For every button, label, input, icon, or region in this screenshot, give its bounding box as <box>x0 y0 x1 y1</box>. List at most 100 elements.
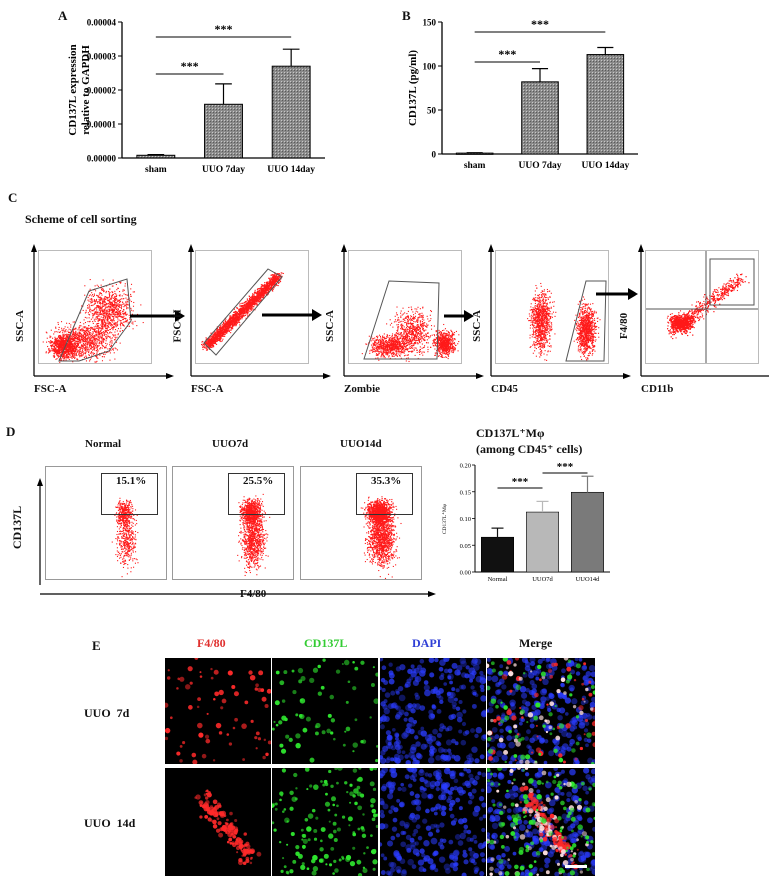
imaging-column-label: CD137L <box>304 636 348 650</box>
fluorescence-signal <box>194 789 262 866</box>
scatter-points <box>201 272 284 351</box>
bar <box>526 511 560 573</box>
y-tick-label: 0.05 <box>460 543 471 550</box>
bar <box>136 154 176 159</box>
gate <box>646 251 758 363</box>
imaging-cell <box>487 658 595 764</box>
significance-label: *** <box>557 461 574 473</box>
plot-axes <box>188 244 331 379</box>
facs-plot-normal: 15.1% <box>45 466 167 580</box>
x-tick-label: sham <box>145 165 167 175</box>
y-axis-label-line1: CD137L expression <box>67 44 79 135</box>
facs-y-label: CD137L <box>10 505 25 550</box>
bar <box>586 54 625 155</box>
bar <box>271 65 311 159</box>
bar <box>204 103 243 159</box>
flow-arrow <box>444 310 474 322</box>
chart-d: 0.00 0.05 0.10 0.15 0.20 CD137L⁺Mφ Normal UUO7d… <box>442 461 610 583</box>
y-tick-label: 0.20 <box>460 463 471 470</box>
x-tick-label: UUO 14day <box>581 161 629 171</box>
gate <box>363 280 440 360</box>
significance-label: *** <box>512 476 529 488</box>
scatter-points <box>111 497 139 578</box>
panel-letter-e: E <box>92 638 101 653</box>
y-tick-label: 0.00004 <box>87 18 117 28</box>
x-tick-label: Normal <box>488 576 508 583</box>
cell-sorting-row: SSC-A FSC-A FSC-H FSC-A SSC-A Zombie SSC-A CD45… <box>0 240 769 410</box>
plot-axes <box>341 244 484 379</box>
y-tick-label: 0.00000 <box>87 154 117 164</box>
y-tick-label: 0 <box>432 150 437 160</box>
y-axis-label: CD137L (pg/ml) <box>407 50 419 126</box>
facs-plot-uuo7d: 25.5% <box>172 466 294 580</box>
facs-axes <box>37 478 436 597</box>
scatter-points <box>527 282 601 362</box>
scatter-points <box>42 278 144 363</box>
sorting-plot-1 <box>38 250 152 364</box>
flow-arrow <box>596 288 638 300</box>
gate <box>565 280 607 362</box>
panel-letter-d: D <box>6 424 16 439</box>
facs-gate <box>356 473 413 515</box>
y-tick-label: 50 <box>427 106 437 116</box>
fluorescence-signal <box>272 768 378 876</box>
x-tick-label: UUO7d <box>532 576 553 583</box>
flow-arrow <box>130 310 185 322</box>
imaging-cell <box>165 658 271 764</box>
sorting-y-label: FSC-H <box>171 309 184 343</box>
chart-a: 0.00000 0.00001 0.00002 0.00003 0.00004 sham U… <box>67 18 325 175</box>
y-tick-label: 0.00 <box>460 570 471 577</box>
y-tick-label: 150 <box>423 18 437 28</box>
x-tick-label: UUO14d <box>576 576 601 583</box>
facs-cd137l-panel: CD137L F4/80 Normal 15.1% UUO7d 25.5% UUO14d 35… <box>0 430 440 610</box>
sorting-x-label: Zombie <box>344 383 381 395</box>
imaging-cell <box>380 768 486 876</box>
sorting-plot-5 <box>645 250 759 364</box>
imaging-column-label: F4/80 <box>197 636 226 650</box>
immunofluorescence-grid: F4/80 CD137L DAPI Merge UUO 7d UUO 14d <box>0 630 769 878</box>
imaging-cell <box>165 768 271 876</box>
facs-gate <box>228 473 285 515</box>
chart-b: 0 50 100 150 sham UUO 7day UUO 14day *** *** CD13… <box>407 17 638 171</box>
significance-label: *** <box>531 17 549 31</box>
chart-d-title-1: CD137L⁺Mφ <box>476 426 545 440</box>
sorting-x-label: CD45 <box>491 383 518 395</box>
flow-arrow <box>262 309 322 321</box>
scatter-points <box>361 306 460 363</box>
imaging-row-label: UUO 14d <box>84 816 136 830</box>
gate <box>203 268 283 356</box>
gate <box>58 278 132 362</box>
y-axis-label-line2: relative to GAPDH <box>80 45 92 135</box>
significance-label: *** <box>215 22 233 36</box>
facs-sample-name: Normal <box>85 438 122 450</box>
fluorescence-signal <box>380 768 486 876</box>
facs-gate-percent: 15.1% <box>116 475 147 487</box>
panel-letter-b: B <box>402 8 411 23</box>
bar <box>521 81 559 155</box>
sorting-x-label: FSC-A <box>191 383 224 395</box>
significance-label: *** <box>498 47 516 61</box>
sorting-y-label: SSC-A <box>13 310 26 342</box>
plot-axes <box>488 244 631 379</box>
sorting-plot-4 <box>495 250 609 364</box>
bar <box>571 491 605 573</box>
x-tick-label: UUO 7day <box>202 165 245 175</box>
scale-bar <box>565 865 587 868</box>
plot-axes <box>638 244 769 377</box>
x-tick-label: UUO 14day <box>267 165 315 175</box>
fluorescence-signal <box>487 658 595 764</box>
bar <box>455 152 494 155</box>
bar <box>480 536 515 573</box>
imaging-row-label: UUO 7d <box>84 706 130 720</box>
scatter-points <box>237 493 271 577</box>
scatter-points <box>666 273 750 340</box>
facs-sample-name: UUO7d <box>212 438 249 450</box>
facs-x-label: F4/80 <box>240 588 267 600</box>
facs-gate-percent: 25.5% <box>243 475 274 487</box>
imaging-column-label: Merge <box>519 636 553 650</box>
x-tick-label: UUO 7day <box>518 161 561 171</box>
y-tick-label: 0.10 <box>460 516 471 523</box>
x-tick-label: sham <box>464 161 486 171</box>
significance-label: *** <box>181 59 199 73</box>
sorting-x-label: FSC-A <box>34 383 67 395</box>
